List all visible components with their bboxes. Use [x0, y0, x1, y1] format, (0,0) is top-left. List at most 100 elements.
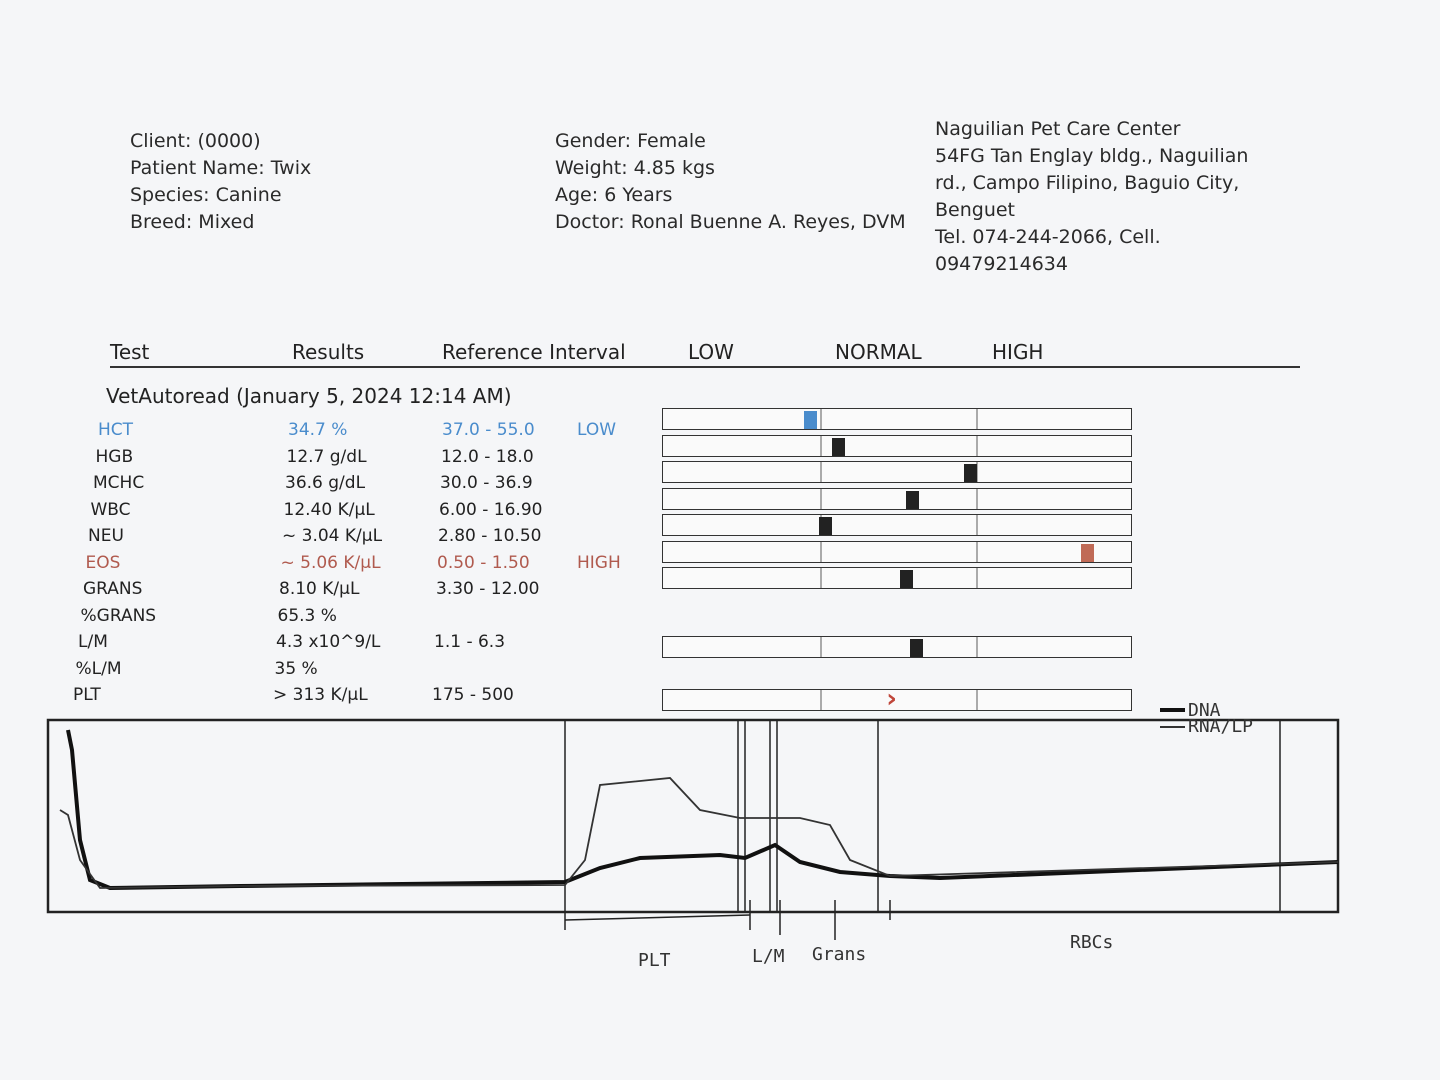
test-name: WBC [90, 499, 131, 520]
result-marker [831, 437, 845, 456]
patient-line: Gender: Female [555, 130, 706, 152]
column-header: HIGH [992, 340, 1044, 364]
legend-label: DNA [1188, 700, 1221, 721]
range-bar [662, 461, 1132, 483]
range-bar [662, 487, 1132, 510]
range-bar [662, 434, 1132, 457]
legend-label: RNA/LP [1188, 716, 1253, 737]
result-value: ~ 5.06 K/µL [280, 552, 381, 573]
result-marker [818, 517, 832, 535]
reference-interval: 6.00 - 16.90 [439, 499, 543, 520]
result-value: 35 % [274, 658, 318, 679]
patient-info: Gender: Female Weight: 4.85 kgs Age: 6 Yea… [555, 128, 906, 236]
clinic-info: Naguilian Pet Care Center 54FG Tan Englay… [935, 116, 1265, 278]
result-value: 36.6 g/dL [285, 473, 366, 493]
bar-divider [976, 541, 979, 562]
histogram-dividers [564, 720, 1281, 940]
patient-line: Doctor: Ronal Buenne A. Reyes, DVM [555, 211, 906, 233]
result-value: ~ 3.04 K/µL [282, 526, 383, 546]
test-name: %GRANS [80, 605, 157, 626]
client-info: Client: (0000) Patient Name: Twix Species:… [130, 128, 311, 236]
bar-divider [819, 488, 822, 509]
result-arrow: › [886, 684, 897, 714]
result-value: > 313 K/µL [273, 685, 368, 705]
range-bar [662, 636, 1132, 658]
bar-divider [819, 541, 822, 562]
column-header: Test [110, 340, 150, 364]
region-label: PLT [638, 950, 671, 971]
histogram: DNA RNA/LP PLT L/M Grans RBCs [46, 700, 1340, 971]
client-line: Species: Canine [130, 184, 282, 206]
result-marker [905, 490, 919, 509]
reference-interval: 2.80 - 10.50 [438, 526, 542, 546]
range-bar [662, 408, 1132, 430]
test-name: MCHC [93, 473, 145, 493]
test-name: HGB [95, 446, 134, 467]
test-name: L/M [78, 632, 108, 652]
region-label: L/M [752, 946, 785, 967]
range-bar [662, 514, 1132, 536]
region-label: Grans [812, 944, 866, 965]
clinic-line: Tel. 074-244-2066, Cell. 09479214634 [935, 226, 1161, 275]
bar-divider [976, 568, 979, 588]
test-name: NEU [88, 526, 124, 546]
column-header: Reference Interval [442, 340, 626, 364]
region-label: RBCs [1070, 932, 1113, 953]
client-line: Breed: Mixed [130, 211, 255, 233]
table-header: Test Results Reference Interval LOW NORMAL HI… [110, 332, 1300, 368]
reference-interval: 3.30 - 12.00 [436, 579, 540, 599]
test-name: HCT [98, 420, 134, 440]
result-value: 12.7 g/dL [286, 446, 367, 467]
section-title: VetAutoread (January 5, 2024 12:14 AM) [106, 384, 512, 408]
patient-line: Age: 6 Years [555, 184, 673, 206]
bar-divider [819, 690, 822, 710]
column-header: NORMAL [835, 340, 922, 364]
bar-divider [819, 568, 822, 588]
bar-divider [976, 409, 979, 429]
result-value: 65.3 % [277, 605, 337, 626]
result-marker [803, 411, 817, 429]
bar-divider [819, 637, 822, 657]
result-value: 8.10 K/µL [279, 579, 360, 599]
range-bar: › [662, 684, 1132, 714]
result-value: 12.40 K/µL [283, 499, 375, 520]
clinic-line: 54FG Tan Englay bldg., Naguilian rd., Ca… [935, 145, 1249, 221]
column-header: Results [292, 340, 365, 364]
flag: LOW [577, 420, 617, 440]
reference-interval: 175 - 500 [432, 685, 514, 705]
result-value: 4.3 x10^9/L [276, 632, 381, 652]
reference-interval: 37.0 - 55.0 [442, 420, 535, 440]
result-marker [910, 639, 924, 657]
result-value: 34.7 % [288, 420, 348, 440]
test-name: PLT [73, 685, 101, 705]
result-marker [963, 464, 977, 482]
bar-divider [976, 435, 979, 456]
column-header: LOW [688, 340, 734, 364]
bar-divider [976, 488, 979, 509]
range-bar [662, 540, 1132, 563]
bar-divider [976, 462, 979, 482]
dna-curve [66, 729, 1339, 891]
bar-divider [819, 409, 822, 429]
bar-divider [976, 690, 979, 710]
histogram-frame [46, 718, 1340, 914]
rna-curve [59, 777, 1339, 889]
result-marker [1080, 543, 1094, 562]
clinic-line: Naguilian Pet Care Center [935, 118, 1181, 140]
reference-interval: 12.0 - 18.0 [441, 446, 534, 467]
bar-divider [976, 637, 979, 657]
bar-divider [819, 462, 822, 482]
reference-interval: 30.0 - 36.9 [440, 473, 533, 493]
reference-interval: 1.1 - 6.3 [434, 632, 506, 652]
reference-interval: 0.50 - 1.50 [437, 552, 530, 573]
result-marker [900, 570, 914, 588]
patient-line: Weight: 4.85 kgs [555, 157, 715, 179]
flag: HIGH [577, 552, 621, 573]
range-bar [662, 567, 1132, 589]
bar-divider [976, 515, 979, 535]
test-name: EOS [85, 552, 121, 573]
client-line: Patient Name: Twix [130, 157, 312, 179]
test-name: %L/M [75, 658, 122, 679]
